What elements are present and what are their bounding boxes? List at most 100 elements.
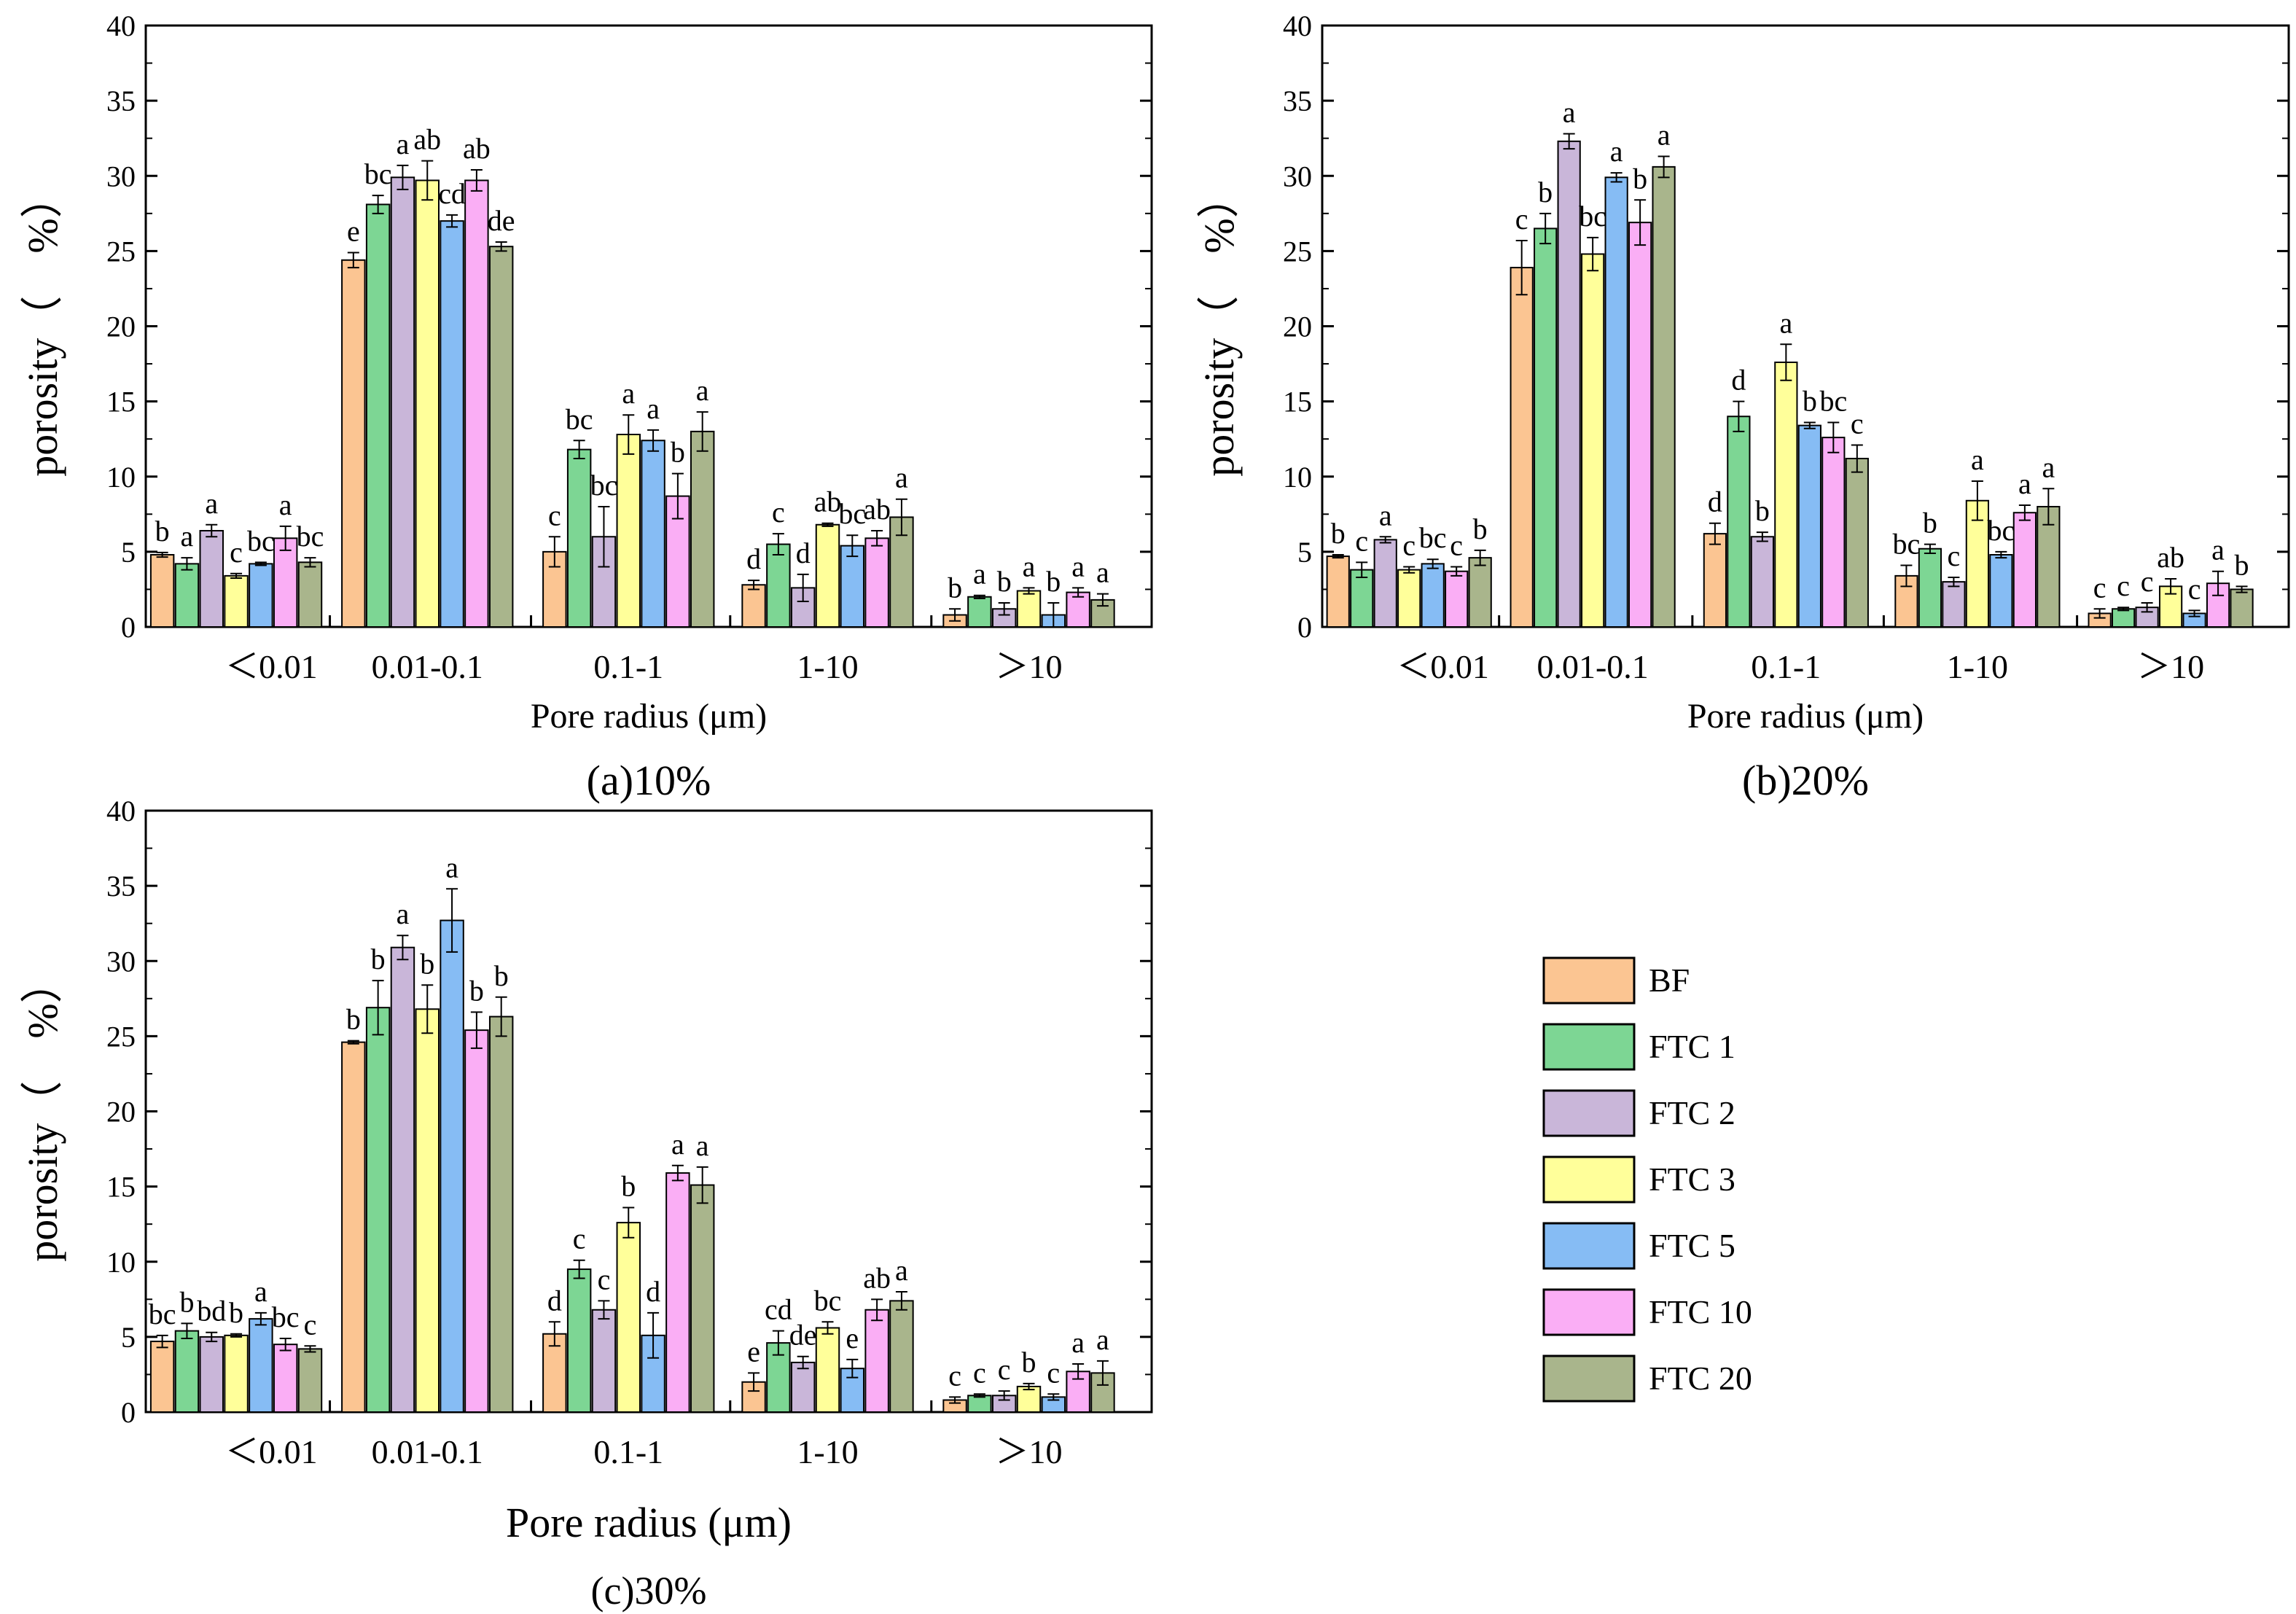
- significance-letter: b: [1803, 385, 1817, 418]
- bar-ftc-5: [249, 563, 273, 628]
- significance-letter: c: [230, 536, 243, 569]
- bar-ftc-1: [1727, 416, 1751, 628]
- y-tick-label: 0: [121, 611, 136, 644]
- bar-ftc-3: [815, 523, 840, 628]
- y-tick-label: 35: [1283, 85, 1312, 117]
- bar-bf: [1703, 533, 1727, 628]
- significance-letter: a: [254, 1275, 268, 1308]
- y-tick-label: 35: [106, 85, 136, 117]
- significance-letter: a: [895, 1254, 908, 1287]
- significance-letter: a: [1096, 556, 1109, 589]
- bar-ftc-1: [566, 1268, 592, 1413]
- significance-letter: b: [1633, 162, 1647, 195]
- panel-title: (a)10%: [587, 757, 711, 804]
- bar-ftc-2: [1557, 140, 1581, 628]
- bar-ftc-3: [815, 1327, 840, 1413]
- significance-letter: a: [1096, 1323, 1109, 1356]
- bar-ftc-5: [1421, 563, 1445, 628]
- legend-label: BF: [1649, 962, 1690, 999]
- y-tick-label: 10: [1283, 461, 1312, 494]
- bar-ftc-1: [174, 1330, 200, 1413]
- bar-ftc-3: [1965, 499, 1990, 628]
- y-tick-label: 15: [1283, 386, 1312, 418]
- y-tick-label: 35: [106, 870, 136, 902]
- significance-letter: a: [2042, 451, 2055, 483]
- significance-letter: b: [671, 436, 685, 469]
- significance-letter: a: [895, 461, 908, 494]
- bar-ftc-10: [1628, 222, 1652, 628]
- bar-ftc-3: [415, 1008, 440, 1413]
- bar-ftc-20: [889, 1300, 914, 1413]
- significance-letter: a: [696, 1129, 709, 1162]
- bar-ftc-10: [464, 179, 489, 628]
- significance-letter: c: [573, 1223, 586, 1255]
- significance-letter: b: [346, 1003, 361, 1036]
- bar-ftc-10: [273, 1344, 298, 1413]
- significance-letter: cd: [438, 177, 466, 210]
- y-axis-label: porosity（ %）: [19, 176, 66, 476]
- significance-letter: c: [998, 1353, 1011, 1386]
- legend-swatch: [1542, 1023, 1636, 1071]
- significance-letter: a: [1657, 118, 1671, 151]
- significance-letter: b: [1923, 507, 1937, 539]
- significance-letter: a: [397, 897, 410, 930]
- bar-ftc-3: [1016, 590, 1042, 628]
- bar-ftc-2: [199, 1336, 224, 1413]
- significance-letter: a: [205, 487, 218, 520]
- x-tick-label: 0.1-1: [593, 648, 663, 685]
- significance-letter: b: [469, 974, 484, 1007]
- bar-bf: [542, 1333, 567, 1413]
- significance-letter: c: [2141, 565, 2154, 598]
- legend: BF FTC 1 FTC 2 FTC 3 FTC 5 FTC 10 FTC 20: [1542, 956, 1752, 1403]
- significance-letter: b: [1022, 1346, 1036, 1379]
- bar-ftc-20: [2037, 506, 2061, 628]
- bar-ftc-3: [224, 574, 249, 628]
- significance-letter: ab: [2157, 541, 2184, 574]
- x-axis-label: Pore radius (μm): [531, 697, 767, 736]
- significance-letter: a: [973, 558, 986, 590]
- x-tick-label: 0.01-0.1: [372, 1433, 483, 1470]
- significance-letter: bc: [149, 1298, 176, 1330]
- bar-ftc-1: [365, 203, 391, 628]
- significance-letter: b: [229, 1296, 243, 1329]
- significance-letter: de: [789, 1319, 817, 1352]
- significance-letter: b: [1473, 512, 1488, 545]
- x-tick-label: 0.1-1: [1751, 648, 1821, 685]
- significance-letter: d: [796, 537, 811, 569]
- bar-ftc-20: [690, 430, 715, 628]
- bar-ftc-1: [1534, 227, 1558, 628]
- bar-ftc-10: [864, 537, 889, 628]
- significance-letter: e: [747, 1335, 760, 1368]
- bar-ftc-2: [390, 946, 415, 1413]
- significance-letter: bc: [364, 157, 392, 190]
- significance-letter: c: [948, 1359, 961, 1392]
- x-tick-label: ＜0.01: [225, 648, 318, 685]
- bar-ftc-3: [616, 434, 641, 628]
- significance-letter: bc: [814, 1284, 842, 1317]
- legend-swatch: [1542, 1354, 1636, 1403]
- significance-letter: b: [1755, 494, 1770, 527]
- significance-letter: bc: [566, 402, 593, 435]
- bar-ftc-1: [967, 1395, 992, 1413]
- bar-ftc-3: [616, 1222, 641, 1413]
- significance-letter: ab: [863, 493, 891, 526]
- bar-ftc-5: [1797, 424, 1821, 628]
- y-tick-label: 20: [1283, 311, 1312, 343]
- significance-letter: c: [1851, 407, 1864, 440]
- significance-letter: d: [547, 1284, 562, 1317]
- bar-ftc-2: [790, 1361, 816, 1413]
- y-axis-label: porosity（ %）: [19, 961, 66, 1261]
- legend-swatch: [1542, 1155, 1636, 1204]
- x-tick-label: ＜0.01: [1397, 648, 1489, 685]
- significance-letter: c: [598, 1263, 611, 1295]
- x-tick-label: 1-10: [1947, 648, 2008, 685]
- bar-ftc-5: [440, 220, 464, 628]
- bar-ftc-20: [1468, 557, 1492, 628]
- bar-ftc-3: [1016, 1385, 1042, 1413]
- significance-letter: b: [2235, 548, 2249, 581]
- significance-letter: d: [646, 1275, 660, 1308]
- significance-letter: c: [1515, 203, 1528, 235]
- y-tick-label: 5: [1297, 536, 1312, 569]
- significance-letter: a: [2018, 467, 2031, 500]
